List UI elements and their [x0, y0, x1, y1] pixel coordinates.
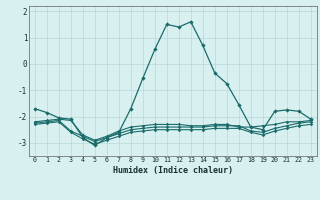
X-axis label: Humidex (Indice chaleur): Humidex (Indice chaleur)	[113, 166, 233, 175]
